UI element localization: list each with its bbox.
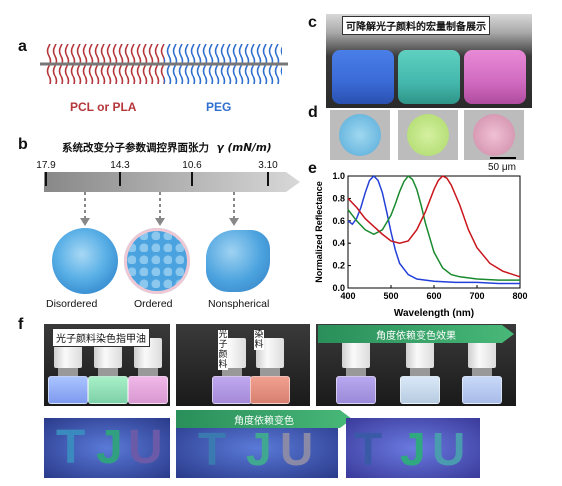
panel-c-letter: c — [308, 14, 317, 31]
tju-photo-3: T J U — [346, 418, 480, 478]
panel-b-title-text: 系统改变分子参数调控界面张力 — [62, 142, 209, 154]
tick-mark-3 — [191, 172, 193, 186]
disordered-particle — [52, 228, 118, 294]
y-tick-label-2: 0.4 — [332, 238, 345, 248]
ordered-particle — [124, 228, 190, 294]
angle-dependent-arrow-bottom: 角度依赖变色 — [176, 410, 352, 428]
tick-mark-4 — [267, 172, 269, 186]
bottle-1c — [128, 338, 168, 404]
y-tick-label-5: 1.0 — [332, 171, 345, 181]
tju-photo-2: T J U — [176, 418, 338, 478]
tju-letter-u2: U — [280, 423, 314, 475]
tju-letter-j2: J — [246, 423, 272, 475]
bottle-1a — [48, 338, 88, 404]
y-tick-label-4: 0.8 — [332, 193, 345, 203]
plot-frame — [347, 175, 521, 289]
scale-label: 50 μm — [488, 162, 516, 173]
microscope-red — [464, 110, 524, 160]
label-disordered: Disordered — [46, 298, 98, 310]
tju-photo-1: T J U — [44, 418, 170, 478]
x-tick-label-4: 800 — [512, 291, 527, 301]
dashed-arrows — [80, 192, 239, 226]
bottle-3a — [336, 338, 376, 404]
polymer-chain-diagram — [40, 44, 288, 84]
series-line-blue — [347, 174, 520, 285]
tension-tick-2: 14.3 — [110, 160, 130, 171]
y-tick-label-3: 0.6 — [332, 216, 345, 226]
tick-mark-1 — [45, 172, 47, 186]
jar-cyan — [398, 50, 460, 104]
scale-bar — [490, 157, 516, 159]
tju-letter-t2: T — [198, 423, 227, 475]
bottle-label-photonic: 光子颜料 — [218, 330, 228, 370]
angle-dependent-arrow-top: 角度依赖变色效果 — [318, 325, 514, 343]
tick-mark-2 — [119, 172, 121, 186]
panel-c-caption: 可降解光子颜料的宏量制备展示 — [342, 16, 490, 35]
tju-letter-j1: J — [96, 421, 123, 474]
jars-photo — [326, 14, 532, 108]
panel-f-letter: f — [18, 316, 24, 333]
x-tick-label-1: 500 — [383, 291, 398, 301]
x-tick-label-3: 700 — [469, 291, 484, 301]
microscope-blue — [330, 110, 390, 160]
reflectance-chart: 400 500 600 700 800 0.0 0.2 0.4 0.6 0.8 1.0 Wavel… — [314, 171, 528, 319]
y-tick-label-0: 0.0 — [332, 283, 345, 293]
jar-blue — [332, 50, 394, 104]
x-axis-label: Wavelength (nm) — [394, 308, 474, 319]
tension-tick-1: 17.9 — [36, 160, 56, 171]
polish-label: 光子颜料染色指甲油 — [52, 328, 150, 347]
tension-tick-3: 10.6 — [182, 160, 202, 171]
tju-letter-j3: J — [400, 423, 426, 475]
pcl-label: PCL or PLA — [70, 100, 137, 114]
nonspherical-particle — [206, 230, 270, 292]
bottle-3c — [462, 338, 502, 404]
tension-gradient-arrow — [44, 172, 300, 192]
y-axis-label: Normalized Reflectance — [314, 181, 324, 283]
panel-b-letter: b — [18, 136, 28, 153]
panel-a-letter: a — [18, 38, 27, 55]
nail-polish-photo-2 — [176, 324, 310, 406]
microsphere-red — [473, 114, 515, 156]
jar-pink — [464, 50, 526, 104]
bottle-label-dye: 染料 — [254, 330, 264, 350]
bottle-1b — [88, 338, 128, 404]
label-ordered: Ordered — [134, 298, 173, 310]
microscope-green — [398, 110, 458, 160]
tju-letter-u1: U — [128, 421, 163, 474]
peg-label: PEG — [206, 100, 232, 114]
x-tick-label-0: 400 — [340, 291, 355, 301]
tju-letter-u3: U — [432, 423, 466, 475]
bottle-3b — [400, 338, 440, 404]
panel-b-title-symbol: γ (mN/m) — [216, 142, 272, 154]
x-tick-label-2: 600 — [426, 291, 441, 301]
bottle-2b — [250, 338, 290, 404]
label-nonspherical: Nonspherical — [208, 298, 270, 310]
tju-letter-t3: T — [354, 423, 383, 475]
tension-tick-4: 3.10 — [258, 160, 278, 171]
bottle-2a — [212, 338, 252, 404]
panel-b-title: 系统改变分子参数调控界面张力 γ (mN/m) — [62, 140, 272, 155]
microsphere-blue — [339, 114, 381, 156]
series-line-green — [347, 174, 520, 281]
microsphere-green — [407, 114, 449, 156]
panel-d-letter: d — [308, 104, 318, 121]
tju-letter-t1: T — [56, 421, 86, 474]
panel-e-letter: e — [308, 160, 317, 177]
y-tick-label-1: 0.2 — [332, 261, 345, 271]
series-line-red — [347, 175, 521, 278]
